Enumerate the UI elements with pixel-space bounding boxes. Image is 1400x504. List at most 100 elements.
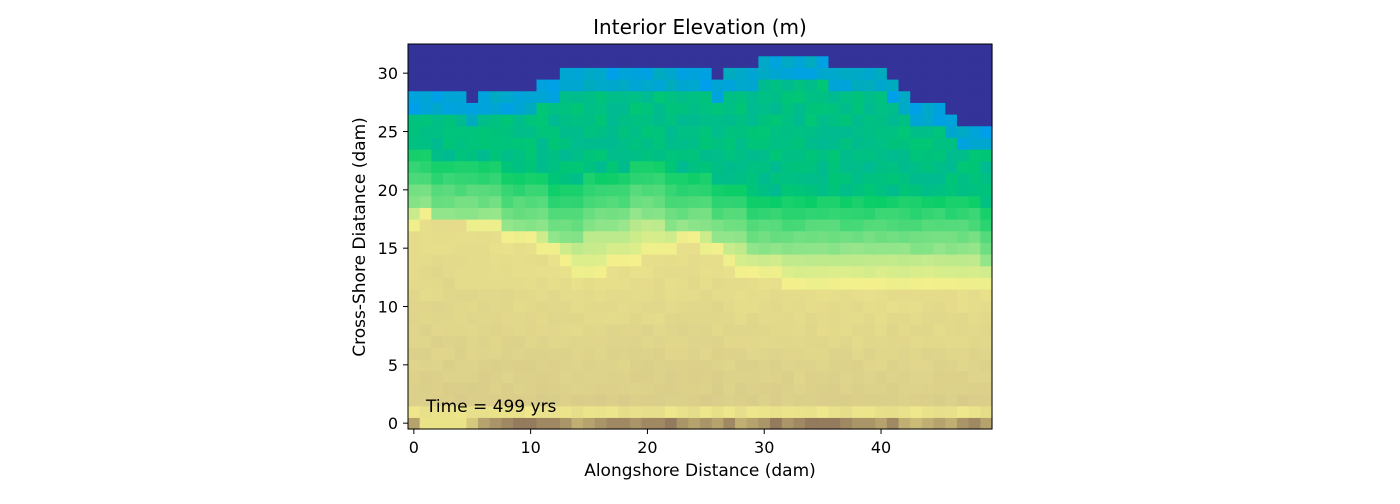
heatmap-cell — [513, 382, 526, 395]
heatmap-cell — [945, 300, 958, 313]
heatmap-cell — [898, 289, 911, 302]
heatmap-cell — [524, 219, 538, 232]
heatmap-cell — [466, 184, 479, 197]
heatmap-cell — [513, 44, 526, 57]
heatmap-cell — [408, 335, 421, 348]
heatmap-cell — [419, 265, 432, 278]
heatmap-cell — [454, 254, 467, 267]
heatmap-cell — [571, 254, 584, 267]
heatmap-cell — [945, 242, 958, 255]
heatmap-cell — [664, 417, 678, 430]
heatmap-cell — [700, 195, 713, 208]
heatmap-cell — [466, 79, 479, 92]
heatmap-cell — [921, 114, 935, 127]
heatmap-cell — [641, 359, 654, 372]
heatmap-cell — [676, 265, 689, 278]
heatmap-cell — [945, 67, 958, 80]
heatmap-cell — [618, 102, 631, 115]
heatmap-cell — [594, 382, 608, 395]
heatmap-cell — [513, 242, 526, 255]
heatmap-cell — [805, 370, 818, 383]
heatmap-cell — [956, 324, 970, 337]
heatmap-cell — [968, 405, 981, 418]
heatmap-cell — [583, 102, 596, 115]
heatmap-cell — [489, 114, 503, 127]
heatmap-cell — [875, 347, 888, 360]
heatmap-cell — [863, 137, 876, 150]
heatmap-cell — [956, 405, 970, 418]
heatmap-cell — [735, 160, 748, 173]
heatmap-cell — [408, 230, 421, 243]
heatmap-cell — [793, 195, 806, 208]
heatmap-cell — [583, 265, 596, 278]
heatmap-cell — [921, 277, 935, 290]
heatmap-cell — [594, 55, 608, 68]
heatmap-cell — [641, 230, 654, 243]
heatmap-cell — [723, 184, 736, 197]
heatmap-cell — [781, 394, 795, 407]
heatmap-cell — [513, 184, 526, 197]
heatmap-cell — [548, 417, 561, 430]
heatmap-cell — [606, 289, 619, 302]
heatmap-cell — [805, 335, 818, 348]
heatmap-cell — [664, 207, 678, 220]
heatmap-cell — [478, 417, 491, 430]
heatmap-cell — [711, 277, 724, 290]
heatmap-cell — [711, 254, 724, 267]
heatmap-cell — [898, 335, 911, 348]
heatmap-cell — [863, 160, 876, 173]
heatmap-cell — [968, 254, 981, 267]
heatmap-cell — [408, 265, 421, 278]
heatmap-cell — [408, 67, 421, 80]
heatmap-cell — [419, 405, 432, 418]
heatmap-cell — [571, 102, 584, 115]
heatmap-cell — [606, 195, 619, 208]
heatmap-cell — [711, 394, 724, 407]
heatmap-cell — [489, 347, 503, 360]
heatmap-cell — [875, 195, 888, 208]
heatmap-cell — [980, 55, 993, 68]
heatmap-cell — [863, 125, 876, 138]
heatmap-cell — [419, 324, 432, 337]
heatmap-cell — [629, 312, 643, 325]
heatmap-cell — [419, 312, 432, 325]
heatmap-cell — [501, 324, 514, 337]
heatmap-cell — [559, 230, 573, 243]
heatmap-cell — [431, 160, 444, 173]
heatmap-cell — [431, 149, 444, 162]
heatmap-cell — [618, 300, 631, 313]
heatmap-cell — [851, 242, 865, 255]
heatmap-cell — [618, 172, 631, 185]
heatmap-cell — [443, 55, 456, 68]
heatmap-cell — [653, 67, 666, 80]
heatmap-cell — [933, 149, 946, 162]
heatmap-cell — [968, 289, 981, 302]
heatmap-cell — [676, 149, 689, 162]
heatmap-cell — [781, 300, 795, 313]
heatmap-cell — [501, 289, 514, 302]
heatmap-cell — [956, 90, 970, 103]
heatmap-cell — [653, 184, 666, 197]
heatmap-cell — [746, 149, 759, 162]
heatmap-cell — [478, 382, 491, 395]
heatmap-cell — [513, 90, 526, 103]
heatmap-cell — [945, 359, 958, 372]
heatmap-cell — [408, 149, 421, 162]
heatmap-cell — [851, 382, 865, 395]
heatmap-cell — [408, 125, 421, 138]
heatmap-cell — [945, 265, 958, 278]
heatmap-cell — [501, 79, 514, 92]
heatmap-cell — [524, 102, 538, 115]
heatmap-cell — [933, 160, 946, 173]
heatmap-cell — [408, 370, 421, 383]
heatmap-cell — [559, 207, 573, 220]
heatmap-cell — [629, 382, 643, 395]
heatmap-cell — [641, 289, 654, 302]
heatmap-cell — [898, 370, 911, 383]
heatmap-cell — [653, 324, 666, 337]
heatmap-cell — [746, 67, 759, 80]
heatmap-cell — [641, 44, 654, 57]
heatmap-cell — [454, 300, 467, 313]
heatmap-cell — [898, 149, 911, 162]
heatmap-cell — [980, 300, 993, 313]
